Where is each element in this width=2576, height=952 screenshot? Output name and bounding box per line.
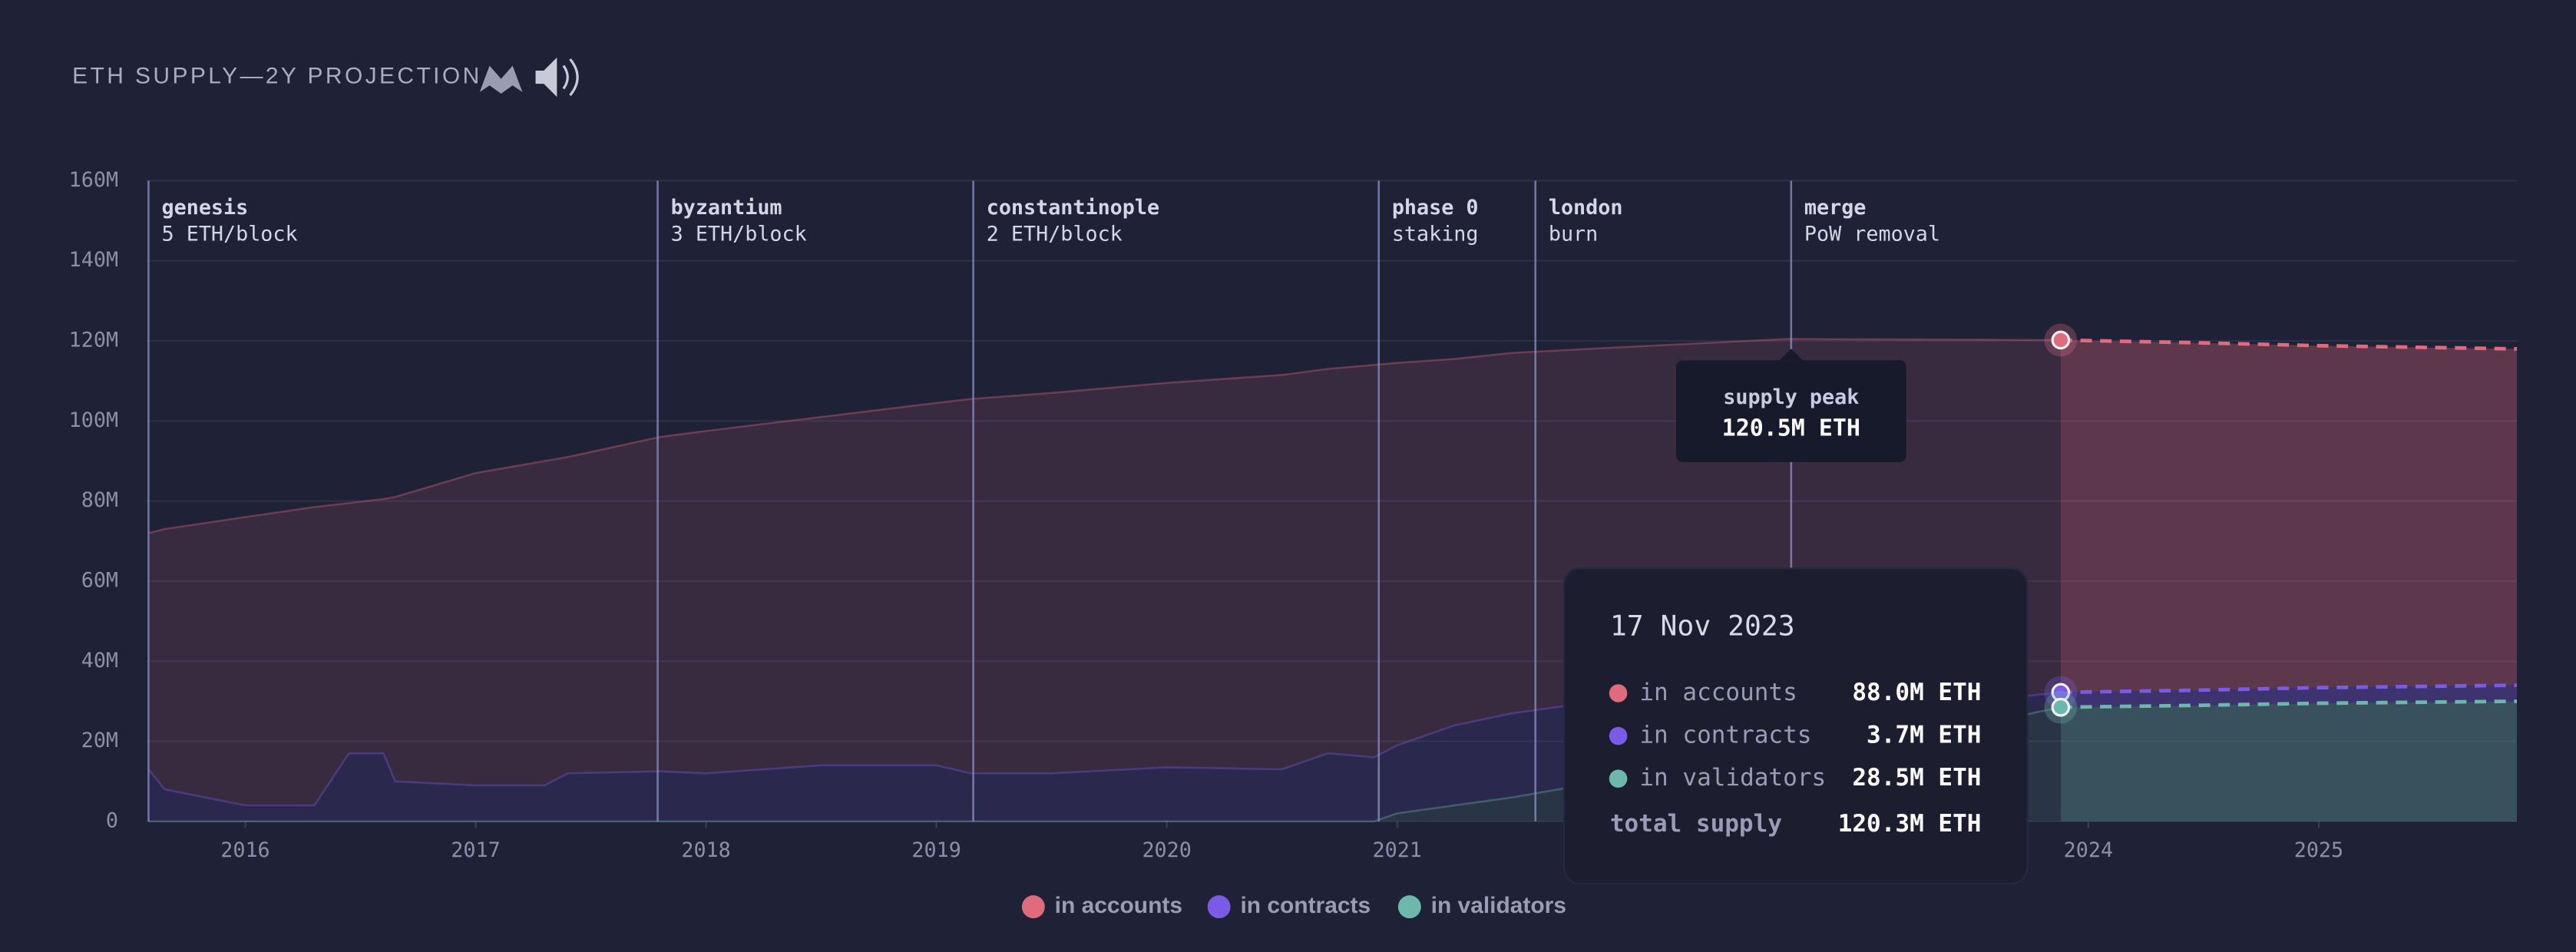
- y-tick-label: 40M: [81, 649, 118, 673]
- tooltip-box: [1562, 567, 2029, 885]
- x-tick-label: 2025: [2294, 838, 2343, 862]
- projection-line: [2060, 683, 2518, 695]
- x-tick-label: 2017: [451, 838, 500, 862]
- tooltip-value: 88.0M ETH: [1852, 679, 1981, 706]
- legend-label: in accounts: [1055, 893, 1182, 918]
- event-label: merge: [1804, 196, 1866, 220]
- speaker-icon: [535, 57, 557, 98]
- legend-dot: [1207, 895, 1231, 919]
- tooltip-total-label: total supply: [1610, 810, 1782, 838]
- event-detail: 2 ETH/block: [987, 222, 1123, 246]
- tooltip-value: 28.5M ETH: [1852, 764, 1981, 792]
- projection-line: [2060, 338, 2518, 351]
- legend-label: in validators: [1431, 893, 1566, 918]
- x-tick-label: 2021: [1373, 838, 1422, 862]
- x-tick-label: 2020: [1142, 838, 1191, 862]
- y-tick-label: 160M: [69, 168, 118, 192]
- y-tick-label: 20M: [81, 729, 118, 752]
- event-detail: PoW removal: [1804, 222, 1940, 246]
- event-label: constantinople: [987, 196, 1159, 220]
- y-tick-label: 140M: [69, 248, 118, 272]
- legend-dot: [1397, 895, 1421, 919]
- tooltip-name: in contracts: [1639, 722, 1811, 749]
- tooltip-name: in validators: [1639, 764, 1826, 792]
- x-tick-label: 2018: [681, 838, 730, 862]
- peak-value: 120.5M ETH: [1722, 415, 1860, 442]
- y-tick-label: 60M: [81, 568, 118, 592]
- legend-label: in contracts: [1240, 893, 1371, 918]
- marker: [2051, 330, 2071, 350]
- event-detail: 5 ETH/block: [162, 222, 298, 246]
- y-tick-label: 120M: [69, 329, 118, 352]
- tooltip-dot: [1609, 684, 1628, 702]
- sound-waves: [562, 58, 579, 97]
- tooltip-value: 3.7M ETH: [1867, 722, 1981, 749]
- legend-dot: [1021, 895, 1045, 919]
- tooltip-dot: [1609, 769, 1628, 788]
- event-label: byzantium: [671, 196, 782, 220]
- x-tick-label: 2016: [220, 838, 270, 862]
- event-detail: burn: [1549, 222, 1598, 246]
- x-tick-label: 2024: [2064, 838, 2113, 862]
- event-label: genesis: [162, 196, 249, 220]
- marker: [2051, 697, 2071, 717]
- projection-area: [2060, 339, 2517, 693]
- title-icons: [479, 57, 579, 98]
- tooltip-date: 17 Nov 2023: [1610, 609, 1795, 642]
- tooltip-dot: [1609, 726, 1628, 745]
- bat-icon: [479, 65, 523, 94]
- projection-line: [2060, 699, 2517, 709]
- peak-pointer: [1779, 349, 1803, 361]
- event-detail: 3 ETH/block: [671, 222, 807, 246]
- tooltip: 17 Nov 2023 in accounts 88.0M ETH in contra…: [1562, 567, 2029, 885]
- history-line: [148, 338, 2061, 534]
- peak-label: supply peak: [1723, 385, 1859, 409]
- peak-box: [1676, 360, 1906, 462]
- tooltip-total-value: 120.3M ETH: [1838, 810, 1982, 838]
- projection-area: [2060, 701, 2517, 821]
- event-label: london: [1549, 196, 1623, 220]
- tooltip-name: in accounts: [1639, 679, 1797, 706]
- chart-title: ETH SUPPLY—2Y PROJECTION: [72, 63, 482, 88]
- y-tick-label: 100M: [69, 408, 118, 432]
- x-tick-label: 2019: [911, 838, 961, 862]
- y-tick-label: 0: [106, 808, 118, 832]
- event-label: phase 0: [1392, 196, 1479, 220]
- event-detail: staking: [1392, 222, 1479, 246]
- y-tick-label: 80M: [81, 488, 118, 512]
